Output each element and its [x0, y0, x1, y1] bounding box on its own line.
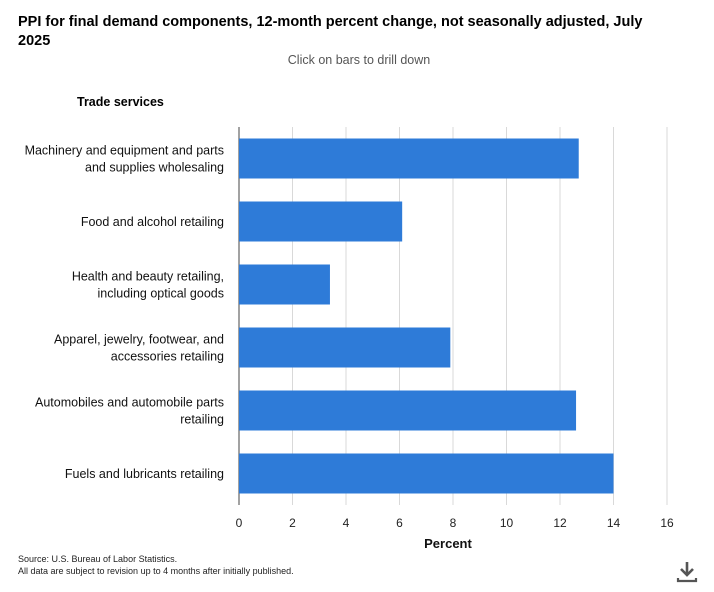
download-icon[interactable] — [676, 560, 698, 584]
x-tick-label: 4 — [343, 516, 350, 530]
category-label-line: Health and beauty retailing, — [72, 270, 224, 284]
bar[interactable] — [239, 264, 330, 305]
group-label: Trade services — [77, 95, 164, 109]
x-axis-title: Percent — [424, 536, 472, 551]
category-label-line: and supplies wholesaling — [85, 161, 224, 175]
bar[interactable] — [239, 138, 579, 179]
chart-title: PPI for final demand components, 12-mont… — [18, 14, 643, 49]
x-tick-label: 14 — [607, 516, 621, 530]
source-note: Source: U.S. Bureau of Labor Statistics.… — [18, 554, 294, 577]
category-label: Food and alcohol retailing — [81, 215, 224, 229]
category-label-line: Automobiles and automobile parts — [35, 396, 224, 410]
x-tick-label: 2 — [289, 516, 296, 530]
category-label-line: Food and alcohol retailing — [81, 215, 224, 229]
category-label: Fuels and lubricants retailing — [65, 467, 224, 481]
x-tick-label: 0 — [236, 516, 243, 530]
bar[interactable] — [239, 390, 577, 431]
source-line: Source: U.S. Bureau of Labor Statistics. — [18, 554, 178, 564]
category-label: Health and beauty retailing, including op… — [72, 270, 224, 301]
category-label-line: Apparel, jewelry, footwear, and — [54, 333, 224, 347]
category-label: Apparel, jewelry, footwear, and accessori… — [54, 333, 224, 364]
bar[interactable] — [239, 453, 614, 494]
chart-subtitle: Click on bars to drill down — [287, 53, 431, 67]
category-label-line: including optical goods — [98, 287, 224, 301]
category-label-line: retailing — [180, 413, 224, 427]
bar[interactable] — [239, 201, 403, 242]
x-tick-label: 8 — [450, 516, 457, 530]
bar[interactable] — [239, 327, 451, 368]
category-label: Machinery and equipment and parts and sup… — [25, 144, 224, 175]
x-tick-label: 16 — [660, 516, 674, 530]
revision-note: All data are subject to revision up to 4… — [18, 565, 294, 576]
category-label: Automobiles and automobile parts retailin… — [35, 396, 224, 427]
category-label-line: accessories retailing — [111, 350, 224, 364]
x-tick-label: 6 — [396, 516, 403, 530]
x-tick-label: 10 — [500, 516, 514, 530]
category-label-line: Fuels and lubricants retailing — [65, 467, 224, 481]
x-tick-label: 12 — [553, 516, 567, 530]
category-label-line: Machinery and equipment and parts — [25, 144, 224, 158]
